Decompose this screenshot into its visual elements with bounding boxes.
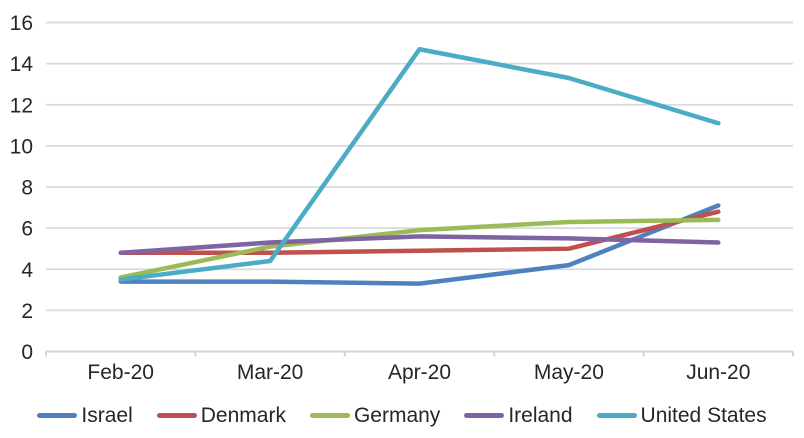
chart-legend: Israel Denmark Germany Ireland United States <box>0 392 804 438</box>
y-axis-tick-label: 6 <box>21 218 33 241</box>
legend-swatch <box>37 412 78 418</box>
legend-label: Ireland <box>508 403 573 427</box>
y-axis-tick-label: 14 <box>10 53 34 76</box>
legend-swatch <box>156 412 197 418</box>
y-axis-tick-label: 8 <box>21 177 33 200</box>
y-axis-tick-label: 16 <box>10 12 33 35</box>
legend-label: Denmark <box>200 403 286 427</box>
series-line-germany <box>118 217 721 280</box>
legend-swatch <box>309 412 350 418</box>
x-axis-tick-label: May-20 <box>534 361 604 384</box>
x-axis-tick-label: Apr-20 <box>388 361 451 384</box>
series-line-ireland <box>118 234 721 256</box>
legend-item-denmark: Denmark <box>156 403 286 427</box>
legend-item-united-states: United States <box>596 403 767 427</box>
x-axis-tick-label: Jun-20 <box>686 361 750 384</box>
y-axis-tick-label: 12 <box>10 94 33 117</box>
legend-swatch <box>596 412 637 418</box>
y-axis-tick-label: 0 <box>21 341 33 364</box>
y-axis-tick-label: 2 <box>21 300 33 323</box>
plot-area: 0 2 4 6 8 10 12 14 16 Feb-20 Mar-20 Apr-20 May-20 Jun… <box>10 12 794 384</box>
legend-label: United States <box>640 403 767 427</box>
legend-label: Israel <box>81 403 133 427</box>
legend-item-israel: Israel <box>37 403 133 427</box>
series-line-united-states <box>118 46 721 282</box>
x-axis-tick-label: Feb-20 <box>87 361 154 384</box>
legend-swatch <box>464 412 505 418</box>
y-axis-tick-label: 10 <box>10 135 33 158</box>
legend-label: Germany <box>353 403 441 427</box>
x-axis-tick-label: Mar-20 <box>237 361 304 384</box>
series-line-israel <box>118 203 721 286</box>
series-line-denmark <box>118 209 721 256</box>
legend-item-ireland: Ireland <box>464 403 573 427</box>
legend-item-germany: Germany <box>309 403 441 427</box>
y-axis-tick-label: 4 <box>21 259 33 282</box>
